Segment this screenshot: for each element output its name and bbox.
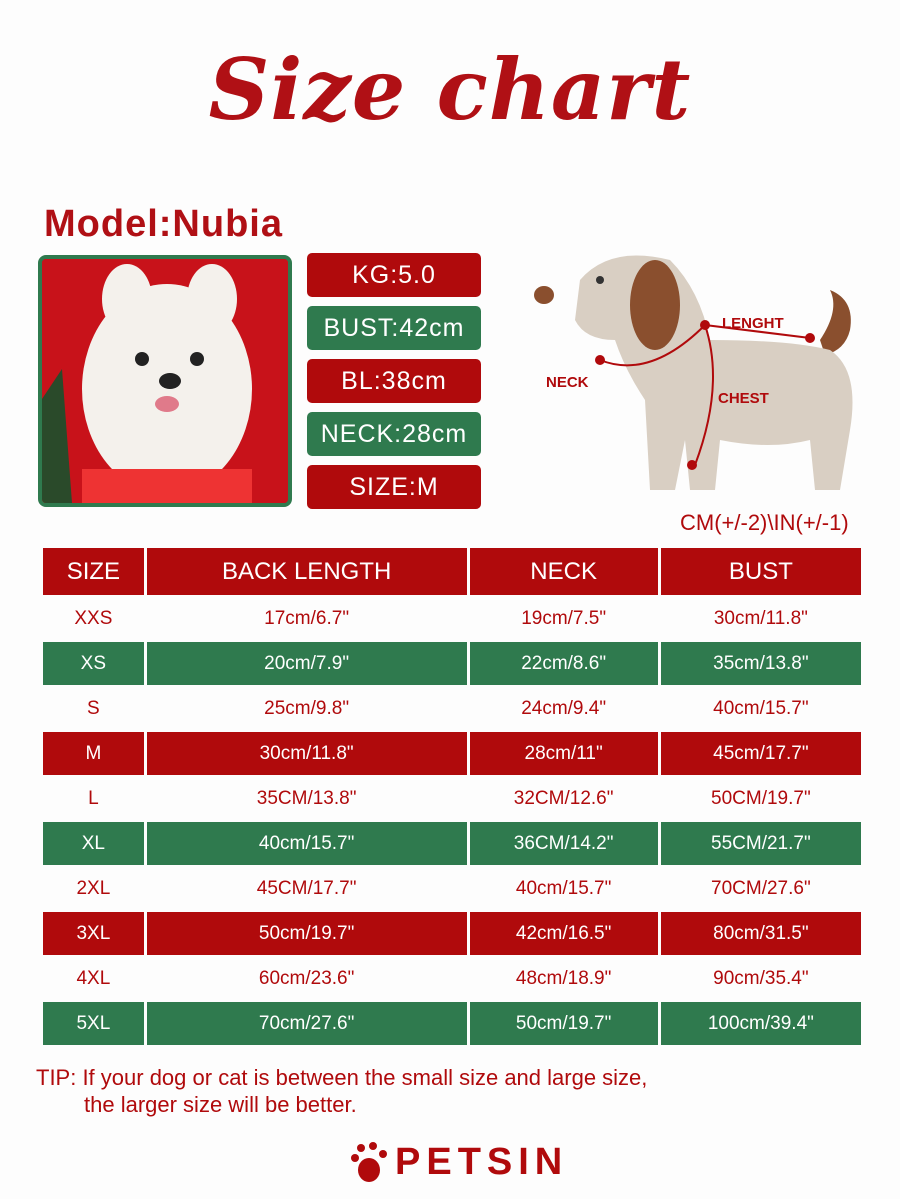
table-row: S 25cm/9.8" 24cm/9.4" 40cm/15.7"	[43, 687, 861, 730]
tip-text: TIP: If your dog or cat is between the s…	[36, 1064, 647, 1118]
table-cell: 25cm/9.8"	[264, 697, 350, 719]
table-cell: 40cm/15.7"	[515, 877, 612, 899]
table-cell: 17cm/6.7"	[264, 607, 350, 629]
table-cell: M	[43, 732, 144, 775]
size-table: SIZE BACK LENGTH NECK BUST XXS 17cm/6.7" 19cm…	[40, 546, 864, 1047]
table-cell: 2XL	[76, 877, 111, 899]
table-cell: S	[87, 697, 100, 719]
table-cell: 80cm/31.5"	[660, 912, 861, 955]
table-cell: XS	[43, 642, 144, 685]
table-cell: 45CM/17.7"	[256, 877, 357, 899]
model-stat-badge: SIZE:M	[307, 465, 481, 509]
table-cell: 60cm/23.6"	[258, 967, 355, 989]
tolerance-note: CM(+/-2)\IN(+/-1)	[680, 510, 849, 535]
dog-measurement-diagram: LENGHT NECK CHEST	[520, 240, 870, 510]
column-header: NECK	[469, 548, 658, 595]
model-stat-badge: BUST:42cm	[307, 306, 481, 350]
table-cell: 90cm/35.4"	[713, 967, 809, 989]
model-stat-badge: BL:38cm	[307, 359, 481, 403]
column-header: BUST	[660, 548, 861, 595]
model-stat-badge: KG:5.0	[307, 253, 481, 297]
table-cell: XXS	[74, 607, 113, 629]
table-cell: 22cm/8.6"	[469, 642, 658, 685]
table-cell: 30cm/11.8"	[146, 732, 467, 775]
table-cell: 70CM/27.6"	[711, 877, 811, 899]
table-row: 2XL 45CM/17.7" 40cm/15.7" 70CM/27.6"	[43, 867, 861, 910]
table-cell: 50cm/19.7"	[469, 1002, 658, 1045]
model-stat-badge: NECK:28cm	[307, 412, 481, 456]
table-cell: 36CM/14.2"	[469, 822, 658, 865]
table-cell: 35cm/13.8"	[660, 642, 861, 685]
table-cell: 35CM/13.8"	[256, 787, 357, 809]
table-cell: 70cm/27.6"	[146, 1002, 467, 1045]
table-row: L 35CM/13.8" 32CM/12.6" 50CM/19.7"	[43, 777, 861, 820]
table-cell: 48cm/18.9"	[515, 967, 612, 989]
table-cell: 4XL	[76, 967, 111, 989]
table-cell: 40cm/15.7"	[146, 822, 467, 865]
table-cell: 30cm/11.8"	[713, 607, 808, 629]
table-cell: L	[88, 787, 99, 809]
table-cell: 28cm/11"	[469, 732, 658, 775]
page-title: Size chart	[208, 40, 692, 139]
brand-logo: PETSIN	[345, 1140, 568, 1184]
length-label: LENGHT	[722, 315, 784, 332]
table-cell: 5XL	[43, 1002, 144, 1045]
table-cell: XL	[43, 822, 144, 865]
table-row: 5XL 70cm/27.6" 50cm/19.7" 100cm/39.4"	[43, 1002, 861, 1045]
table-cell: 45cm/17.7"	[660, 732, 861, 775]
table-cell: 40cm/15.7"	[713, 697, 809, 719]
brand-name: PETSIN	[395, 1140, 569, 1183]
tip-line-1: TIP: If your dog or cat is between the s…	[36, 1065, 648, 1090]
table-cell: 3XL	[43, 912, 144, 955]
chest-label: CHEST	[718, 390, 769, 407]
column-header: SIZE	[43, 548, 144, 595]
table-cell: 42cm/16.5"	[469, 912, 658, 955]
table-cell: 24cm/9.4"	[521, 697, 607, 719]
table-row: M 30cm/11.8" 28cm/11" 45cm/17.7"	[43, 732, 861, 775]
table-row: 4XL 60cm/23.6" 48cm/18.9" 90cm/35.4"	[43, 957, 861, 1000]
table-row: 3XL 50cm/19.7" 42cm/16.5" 80cm/31.5"	[43, 912, 861, 955]
model-photo	[38, 255, 292, 507]
table-cell: 32CM/12.6"	[513, 787, 614, 809]
table-cell: 19cm/7.5"	[521, 607, 607, 629]
table-row: XL 40cm/15.7" 36CM/14.2" 55CM/21.7"	[43, 822, 861, 865]
table-cell: 100cm/39.4"	[660, 1002, 861, 1045]
table-row: XXS 17cm/6.7" 19cm/7.5" 30cm/11.8"	[43, 597, 861, 640]
model-name: Model:Nubia	[44, 203, 283, 245]
paw-icon	[351, 1142, 387, 1182]
table-cell: 50CM/19.7"	[711, 787, 811, 809]
table-cell: 55CM/21.7"	[660, 822, 861, 865]
tip-line-2: the larger size will be better.	[84, 1092, 357, 1117]
table-cell: 50cm/19.7"	[146, 912, 467, 955]
table-cell: 20cm/7.9"	[146, 642, 467, 685]
neck-label: NECK	[546, 374, 589, 391]
column-header: BACK LENGTH	[146, 548, 467, 595]
table-row: XS 20cm/7.9" 22cm/8.6" 35cm/13.8"	[43, 642, 861, 685]
